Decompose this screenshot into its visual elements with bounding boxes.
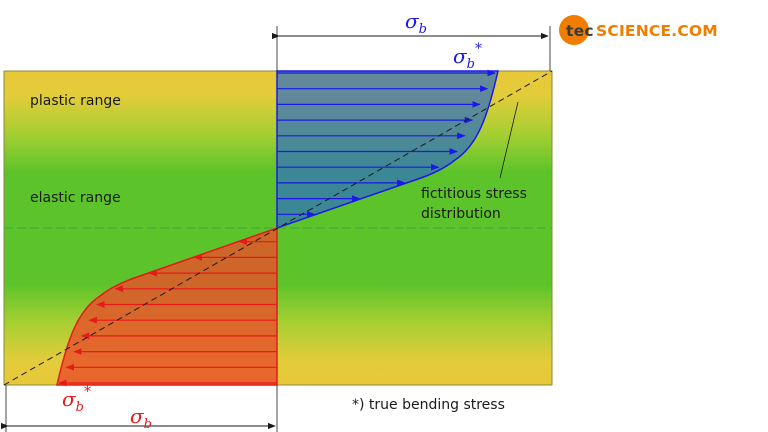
sigma-b-top-label: σb — [405, 9, 427, 37]
logo-brand-rest: science.com — [596, 22, 718, 40]
elastic-range-label: elastic range — [30, 190, 121, 206]
fictitious-label-line1: fictitious stress — [421, 186, 527, 202]
plastic-range-label: plastic range — [30, 93, 121, 109]
sigma-b-star-bottom-label: σb* — [62, 384, 91, 415]
tec-science-logo: tec science.com — [559, 15, 718, 45]
tension-stress-area — [276, 70, 499, 230]
fictitious-stress-line — [3, 70, 553, 386]
fictitious-leader-line — [499, 101, 519, 179]
logo-circle — [559, 15, 589, 45]
sigma-b-star-top-label: σb* — [453, 41, 482, 72]
logo-brand-prefix: tec — [566, 22, 594, 40]
compression-stress-area — [56, 226, 278, 386]
sigma-b-bottom-label: σb — [130, 404, 152, 432]
tension-arrows — [277, 69, 496, 218]
fictitious-label-line2: distribution — [421, 206, 501, 222]
compression-arrows — [58, 238, 277, 387]
footnote-true-bending-stress: *) true bending stress — [352, 397, 505, 413]
